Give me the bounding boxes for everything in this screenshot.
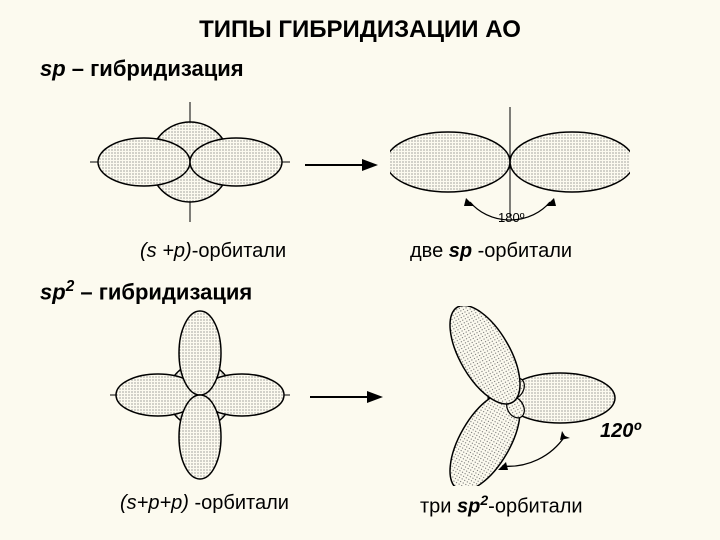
sp-heading-suffix: – гибридизация: [66, 56, 244, 81]
sp-left-caption-paren: (s +p): [140, 240, 192, 262]
sp2-heading-sup: 2: [66, 278, 75, 295]
sp2-heading-prefix: sp: [40, 279, 66, 304]
sp-heading-prefix: sp: [40, 56, 66, 81]
sp-arrow: [300, 150, 380, 180]
sp-right-caption: две sp -орбитали: [410, 240, 572, 263]
sp2-right-caption-post: -орбитали: [488, 496, 582, 518]
sp-right-caption-pre: две: [410, 240, 449, 262]
sp2-left-caption-paren: (s+p+p): [120, 492, 189, 514]
sp2-heading-suffix: – гибридизация: [74, 279, 252, 304]
sp2-heading: sp2 – гибридизация: [40, 278, 252, 305]
sp-heading: sp – гибридизация: [40, 56, 244, 82]
sp-angle-text: 180º: [498, 210, 525, 225]
sp-right-caption-post: -орбитали: [472, 240, 572, 262]
page-title: ТИПЫ ГИБРИДИЗАЦИИ АО: [0, 16, 720, 44]
sp2-left-caption: (s+p+p) -орбитали: [120, 492, 289, 515]
sp-left-caption-rest: -орбитали: [192, 240, 286, 262]
sp-right-caption-sp: sp: [449, 240, 472, 262]
sp2-left-caption-rest: -орбитали: [189, 492, 289, 514]
sp2-angle-label: 120º: [600, 420, 641, 443]
sp2-right-caption-pre: три: [420, 496, 457, 518]
sp2-left-diagram: [110, 310, 290, 480]
sp2-right-caption-sp: sp: [457, 496, 480, 518]
sp-left-caption: (s +p)-орбитали: [140, 240, 286, 263]
sp2-arrow: [305, 382, 385, 412]
sp2-right-diagram: [400, 306, 620, 486]
sp-right-diagram: 180º: [390, 92, 630, 232]
sp-left-diagram: [90, 92, 290, 232]
sp2-right-caption: три sp2-орбитали: [420, 492, 583, 519]
sp2-right-caption-sup: 2: [480, 492, 488, 508]
